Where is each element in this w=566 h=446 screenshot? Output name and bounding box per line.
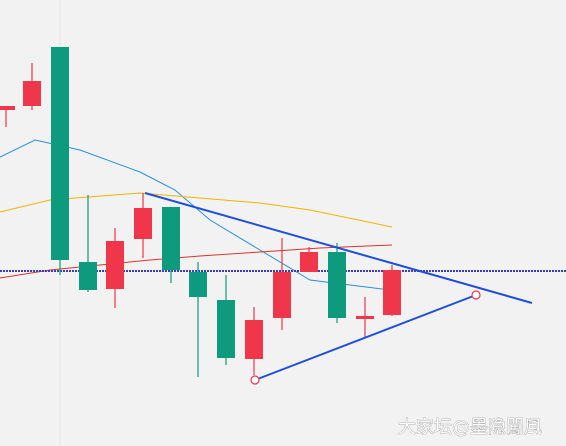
candle-body — [383, 270, 401, 315]
candle-body — [23, 81, 41, 106]
candle-body — [300, 252, 318, 272]
candle-body — [356, 316, 374, 319]
moving-average — [0, 192, 393, 228]
candle-body — [51, 47, 69, 260]
moving-average — [0, 139, 391, 291]
trend-handle — [250, 375, 260, 385]
candle-body — [273, 272, 291, 318]
trend-line — [144, 192, 533, 304]
candle-body — [79, 262, 97, 290]
candle-body — [217, 300, 235, 358]
candle-body — [162, 207, 180, 270]
watermark: 大家坛@墨隐闖風 — [398, 417, 542, 438]
candle-body — [106, 241, 124, 289]
trend-handle — [471, 290, 481, 300]
candle-body — [245, 320, 263, 359]
trend-line — [254, 294, 477, 381]
candle-body — [134, 208, 152, 239]
candle-body — [189, 272, 207, 297]
candle-body — [0, 106, 15, 110]
candle-body — [328, 252, 346, 318]
